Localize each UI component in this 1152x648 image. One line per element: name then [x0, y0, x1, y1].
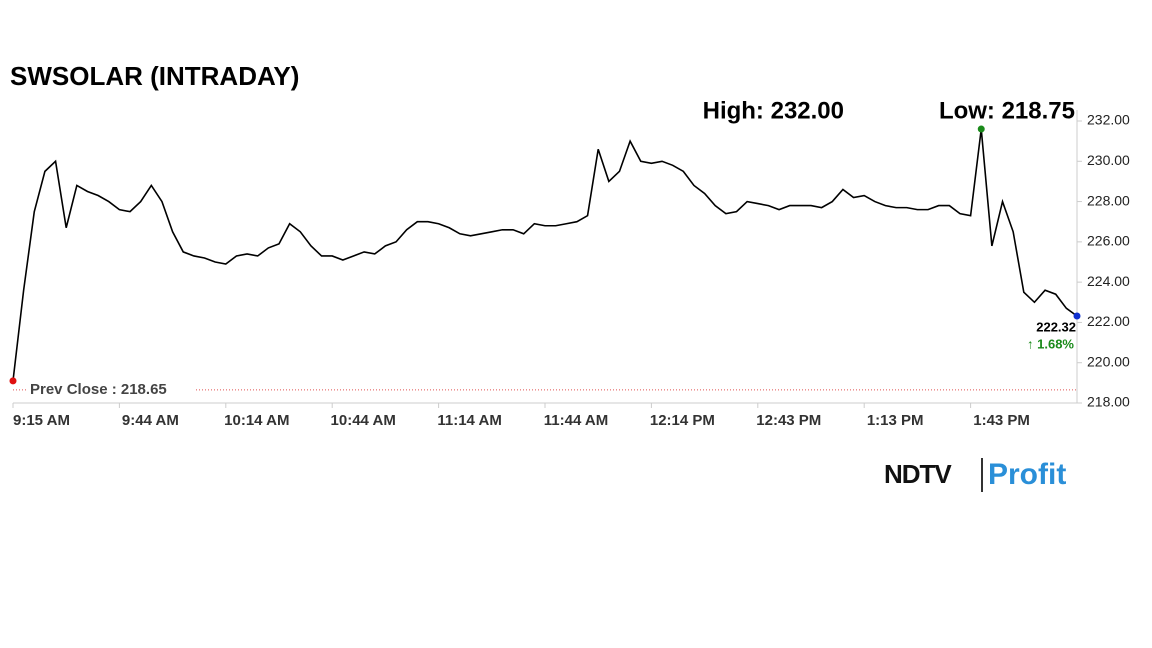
change-label: ↑ 1.68% — [1027, 336, 1074, 351]
y-tick-label: 228.00 — [1087, 192, 1130, 208]
start-dot — [9, 377, 17, 385]
x-tick-label: 10:44 AM — [331, 412, 396, 429]
brand-ndtv: NDTV — [884, 459, 952, 489]
x-tick-label: 10:14 AM — [224, 412, 289, 429]
low-label: Low: 218.75 — [939, 97, 1075, 124]
y-tick-label: 226.00 — [1087, 233, 1130, 249]
y-tick-label: 220.00 — [1087, 353, 1130, 369]
x-tick-label: 1:13 PM — [867, 412, 924, 429]
y-tick-label: 218.00 — [1087, 394, 1130, 410]
last-value-label: 222.32 — [1036, 319, 1076, 334]
x-tick-label: 9:44 AM — [122, 412, 179, 429]
price-line — [12, 128, 1078, 381]
prev-close-label: Prev Close : 218.65 — [30, 381, 167, 398]
x-tick-label: 1:43 PM — [973, 412, 1030, 429]
x-tick-label: 11:44 AM — [544, 412, 608, 429]
y-tick-label: 222.00 — [1087, 313, 1130, 329]
brand-profit: Profit — [988, 458, 1066, 491]
prev-close-bg — [26, 378, 196, 399]
chart-title: SWSOLAR (INTRADAY) — [10, 61, 299, 91]
high-label: High: 232.00 — [703, 97, 844, 124]
x-tick-label: 9:15 AM — [13, 412, 70, 429]
y-tick-label: 232.00 — [1087, 112, 1130, 128]
last-dot — [1073, 312, 1081, 320]
x-tick-label: 12:14 PM — [650, 412, 715, 429]
y-tick-label: 230.00 — [1087, 152, 1130, 168]
x-tick-label: 12:43 PM — [756, 412, 821, 429]
high-dot — [977, 125, 985, 133]
y-tick-label: 224.00 — [1087, 273, 1130, 289]
x-tick-label: 11:14 AM — [437, 412, 501, 429]
